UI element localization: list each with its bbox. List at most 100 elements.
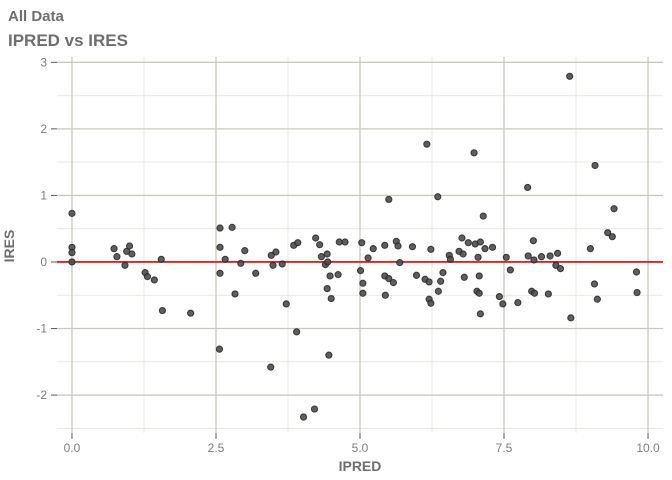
data-point: [586, 245, 595, 253]
data-point: [495, 292, 504, 301]
data-point: [113, 253, 121, 261]
data-point: [323, 284, 331, 293]
data-point: [590, 280, 599, 288]
data-point: [475, 272, 483, 280]
data-point: [356, 267, 365, 275]
y-tick-label: 3: [40, 55, 47, 69]
data-point: [439, 269, 447, 277]
data-point: [299, 413, 308, 421]
data-point: [110, 245, 118, 253]
data-point: [481, 245, 489, 253]
data-point: [327, 294, 335, 303]
x-tick-label: 10.0: [636, 441, 660, 455]
data-point: [566, 72, 574, 80]
data-point: [187, 309, 195, 317]
data-point: [499, 300, 507, 308]
data-point: [228, 223, 236, 231]
data-point: [278, 260, 286, 268]
y-tick-label: 2: [40, 122, 47, 136]
data-point: [604, 229, 612, 237]
data-point: [459, 250, 467, 258]
data-point: [514, 298, 522, 307]
data-point: [381, 241, 389, 249]
data-point: [358, 239, 366, 247]
data-point: [334, 271, 342, 279]
data-point: [316, 241, 324, 249]
data-point: [530, 289, 539, 297]
data-point: [310, 405, 319, 413]
data-point: [591, 161, 599, 170]
y-tick-label: -2: [36, 388, 47, 402]
data-point: [143, 273, 152, 281]
data-point: [324, 258, 332, 266]
data-point: [241, 247, 249, 255]
data-point: [425, 278, 433, 286]
data-point: [293, 328, 301, 336]
data-point: [423, 140, 431, 148]
data-point: [317, 253, 326, 261]
data-point: [476, 238, 484, 246]
data-point: [488, 243, 497, 251]
data-point: [68, 258, 76, 266]
x-tick-label: 0.0: [64, 441, 81, 455]
x-axis-title: IPRED: [338, 458, 382, 474]
data-point: [470, 149, 478, 157]
data-point: [252, 269, 260, 277]
data-point: [325, 351, 333, 359]
data-point: [474, 253, 482, 261]
data-point: [385, 195, 393, 204]
data-point: [68, 249, 76, 257]
data-point: [272, 248, 280, 256]
data-point: [506, 266, 514, 274]
data-point: [231, 290, 239, 298]
data-point: [282, 300, 290, 308]
data-point: [608, 233, 616, 241]
data-point: [294, 239, 302, 247]
data-point: [364, 254, 372, 262]
data-point: [396, 259, 404, 267]
data-point: [437, 277, 445, 285]
data-point: [216, 224, 224, 232]
data-point: [341, 238, 349, 246]
data-point: [632, 268, 641, 276]
data-point: [479, 212, 487, 220]
data-point: [125, 242, 134, 250]
data-point: [385, 275, 393, 283]
y-axis-title: IRES: [1, 229, 17, 263]
y-tick-label: 0: [40, 255, 47, 269]
data-point: [359, 289, 367, 297]
data-point: [475, 289, 483, 297]
data-point: [326, 272, 334, 280]
data-point: [221, 255, 229, 263]
data-point: [434, 193, 442, 201]
data-point: [267, 363, 275, 371]
data-point: [237, 259, 245, 267]
x-tick-label: 5.0: [352, 441, 369, 455]
data-point: [610, 205, 618, 213]
data-point: [502, 253, 510, 261]
data-point: [458, 234, 466, 242]
data-point: [524, 252, 532, 260]
data-point: [215, 345, 224, 353]
y-tick-label: 1: [40, 188, 47, 202]
data-point: [158, 306, 167, 315]
data-point: [546, 252, 554, 260]
data-point: [633, 288, 641, 297]
data-point: [394, 242, 402, 250]
data-point: [537, 253, 546, 261]
data-point: [323, 250, 331, 258]
data-point: [464, 239, 472, 247]
data-point: [269, 261, 277, 269]
data-point: [412, 271, 421, 279]
data-point: [408, 243, 417, 251]
data-point: [389, 279, 398, 287]
data-point: [556, 265, 565, 273]
data-point: [121, 261, 129, 269]
data-point: [216, 269, 224, 277]
data-point: [553, 249, 562, 257]
data-point: [312, 234, 320, 242]
x-tick-label: 2.5: [208, 441, 225, 455]
data-point: [593, 295, 601, 303]
